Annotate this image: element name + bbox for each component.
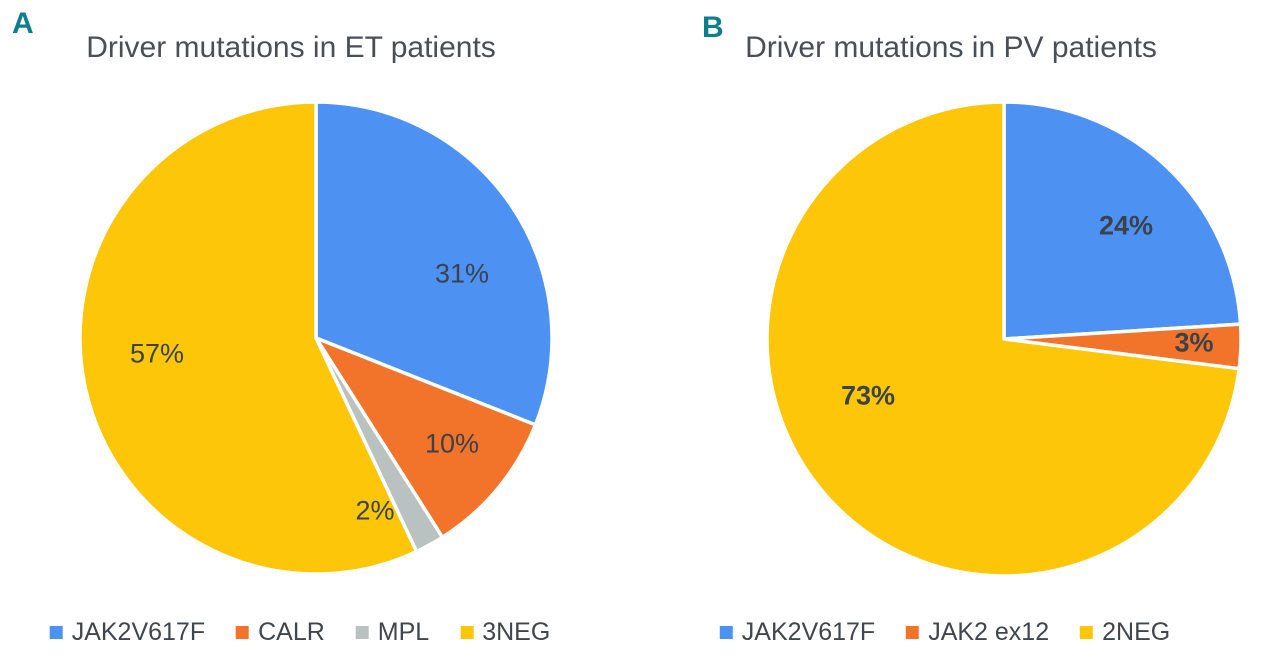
legend-swatch-icon	[460, 626, 474, 639]
legend-label: JAK2V617F	[741, 618, 876, 646]
legend-item-calr: CALR	[236, 620, 325, 645]
chart-title-pv: Driver mutations in PV patients	[745, 31, 1157, 64]
pie-label-mpl: 2%	[355, 496, 394, 526]
chart-panel-et: A Driver mutations in ET patients 31% 10%…	[12, 7, 554, 646]
pie-label-jak2v617f: 24%	[1099, 211, 1153, 241]
pie-label-calr: 10%	[425, 429, 479, 459]
legend-item-2neg: 2NEG	[1080, 620, 1170, 645]
legend-swatch-icon	[49, 626, 63, 639]
legend-pv: JAK2V617F JAK2 ex12 2NEG	[719, 618, 1170, 646]
legend-label: 3NEG	[482, 618, 551, 646]
legend-item-jak2v617f: JAK2V617F	[49, 618, 206, 646]
pie-slice-calr	[314, 336, 538, 540]
pie-label-jak2v617f: 31%	[435, 259, 489, 289]
pie-label-jak2-ex12: 3%	[1174, 328, 1213, 358]
pie-slice-jak2v617f	[314, 100, 554, 427]
pie-label-2neg: 73%	[841, 381, 895, 411]
legend-label: JAK2 ex12	[928, 618, 1050, 646]
chart-title-et: Driver mutations in ET patients	[86, 31, 496, 64]
legend-swatch-icon	[719, 626, 733, 639]
pie-slice-3neg	[78, 100, 419, 576]
pie-chart-pv: 24% 3% 73%	[765, 100, 1243, 578]
pie-slice-2neg	[765, 100, 1241, 578]
legend-label: CALR	[258, 618, 325, 646]
legend-item-jak2v617f: JAK2V617F	[719, 618, 876, 646]
panel-marker-a: A	[12, 7, 34, 40]
legend-swatch-icon	[1080, 626, 1094, 639]
legend-item-mpl: MPL	[355, 618, 430, 646]
panel-marker-b: B	[702, 11, 724, 44]
legend-item-3neg: 3NEG	[460, 620, 550, 645]
pie-label-3neg: 57%	[130, 339, 184, 369]
legend-swatch-icon	[906, 626, 920, 639]
pie-chart-et: 31% 10% 2% 57%	[78, 100, 554, 576]
legend-label: MPL	[377, 618, 430, 646]
pie-slice-jak2v617f	[1002, 100, 1243, 341]
legend-item-jak2-ex12: JAK2 ex12	[906, 620, 1049, 645]
legend-swatch-icon	[236, 626, 250, 639]
chart-panel-pv: B Driver mutations in PV patients 24% 3% 7…	[640, 0, 1280, 658]
legend-et: JAK2V617F CALR MPL 3NEG	[49, 618, 550, 646]
legend-swatch-icon	[355, 626, 369, 639]
legend-label: JAK2V617F	[71, 618, 206, 646]
legend-label: 2NEG	[1102, 618, 1171, 646]
